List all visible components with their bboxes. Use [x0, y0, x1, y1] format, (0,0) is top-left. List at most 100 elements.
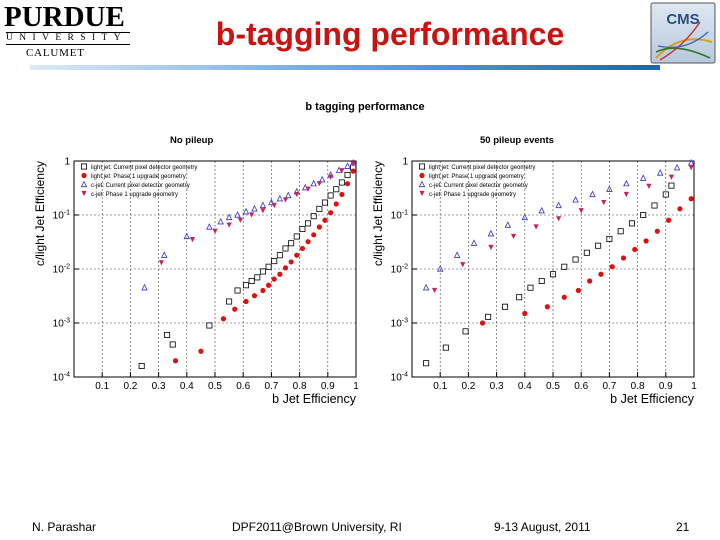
data-point	[677, 206, 683, 212]
data-point	[587, 278, 593, 284]
data-point	[234, 211, 241, 218]
data-point	[276, 252, 283, 259]
data-point	[538, 206, 545, 214]
data-point	[533, 224, 539, 230]
x-tick-label: 0.5	[208, 381, 222, 392]
data-point	[254, 274, 261, 281]
data-point	[305, 239, 311, 245]
data-point	[141, 283, 148, 291]
data-point	[688, 196, 694, 202]
data-point	[158, 260, 165, 266]
data-point	[688, 165, 694, 171]
data-point	[333, 186, 340, 193]
data-point	[259, 201, 267, 209]
data-point	[260, 287, 266, 294]
data-point	[328, 210, 334, 216]
data-point	[646, 183, 652, 189]
data-point	[673, 163, 681, 171]
data-point	[617, 228, 624, 235]
chart-title-50-pileup: 50 pileup events	[480, 135, 554, 146]
legend-marker	[419, 163, 426, 170]
data-point	[285, 191, 292, 199]
data-point	[538, 277, 545, 284]
data-point	[640, 212, 647, 219]
data-point	[344, 162, 351, 169]
y-tick-label: 10-2	[53, 264, 70, 276]
legend-label: light jet: Phase 1 upgrade geometry	[91, 174, 186, 180]
legend-label: c-jet: Phase 1 upgrade geometry	[429, 192, 516, 198]
legend-marker	[418, 180, 426, 188]
data-point	[316, 181, 322, 187]
data-point	[249, 212, 255, 218]
footer-venue: DPF2011@Brown University, RI	[232, 520, 402, 534]
data-point	[502, 303, 509, 310]
data-point	[288, 259, 294, 265]
x-tick-label: 0.4	[518, 381, 532, 392]
chart-svg-50-pileup: 1 10-1 10-2 10-3 10-4 0.1 0.2 0.3 0.4 0.5 0.6 0.7 0.…	[371, 157, 697, 407]
chart-50-pileup: 50 pileup events 1 10-1 10-2 10-3 10-4 0.1 0.2…	[368, 135, 700, 410]
data-point	[620, 255, 627, 261]
data-point	[206, 223, 213, 230]
legend-marker	[81, 163, 88, 170]
data-point	[248, 277, 255, 284]
data-point	[504, 221, 512, 228]
data-point	[350, 168, 356, 174]
data-point	[609, 264, 615, 270]
legend-label: c-jet: Current pixel detector geometry	[91, 183, 190, 189]
data-point	[327, 192, 334, 199]
x-axis-label: b Jet Efficiency	[610, 392, 695, 406]
data-point	[310, 179, 317, 187]
data-point	[422, 283, 430, 291]
y-tick-label: 10-3	[53, 318, 70, 330]
x-tick-label: 0.6	[574, 381, 588, 392]
data-point	[431, 287, 438, 294]
data-point	[322, 217, 328, 223]
data-point	[487, 229, 495, 237]
title-divider	[30, 65, 660, 70]
data-point	[189, 237, 196, 243]
data-point	[282, 265, 289, 271]
x-tick-label: 0.7	[602, 381, 616, 392]
data-point	[572, 196, 579, 203]
data-point	[339, 168, 345, 174]
data-point	[310, 213, 317, 220]
x-tick-label: 0.2	[461, 381, 475, 392]
data-point	[479, 320, 486, 326]
y-tick-label: 10-4	[53, 372, 70, 384]
data-point	[555, 201, 562, 209]
cms-logo-graphic: CMS	[650, 2, 716, 64]
data-point	[623, 191, 629, 198]
data-point	[606, 235, 613, 242]
data-point	[316, 205, 323, 212]
purdue-logo-wordmark: PURDUE	[4, 1, 125, 33]
data-point	[243, 282, 250, 289]
x-tick-label: 0.2	[123, 381, 137, 392]
x-tick-label: 1	[691, 381, 697, 392]
data-point	[293, 233, 300, 240]
y-tick-label: 10-1	[391, 210, 408, 222]
y-tick-label: 10-3	[391, 318, 408, 330]
data-point	[305, 220, 312, 227]
data-point	[206, 322, 213, 329]
data-point	[460, 262, 466, 268]
data-point	[668, 174, 675, 180]
data-point	[575, 287, 581, 294]
data-point	[656, 169, 664, 176]
legend-marker	[419, 190, 425, 197]
data-point	[237, 217, 243, 223]
data-point	[276, 194, 284, 202]
data-point	[212, 228, 218, 234]
data-point	[606, 185, 613, 192]
cms-logo: CMS	[650, 2, 716, 64]
data-point	[294, 191, 300, 198]
slide-title: b-tagging performance	[215, 16, 565, 52]
x-tick-label: 0.8	[631, 381, 645, 392]
data-point	[232, 306, 238, 312]
data-point	[271, 258, 278, 265]
data-point	[516, 294, 523, 301]
y-tick-label: 10-1	[53, 210, 70, 222]
data-point	[259, 268, 266, 275]
data-point	[583, 249, 590, 256]
footer-date: 9-13 August, 2011	[494, 520, 591, 534]
data-point	[265, 282, 272, 288]
